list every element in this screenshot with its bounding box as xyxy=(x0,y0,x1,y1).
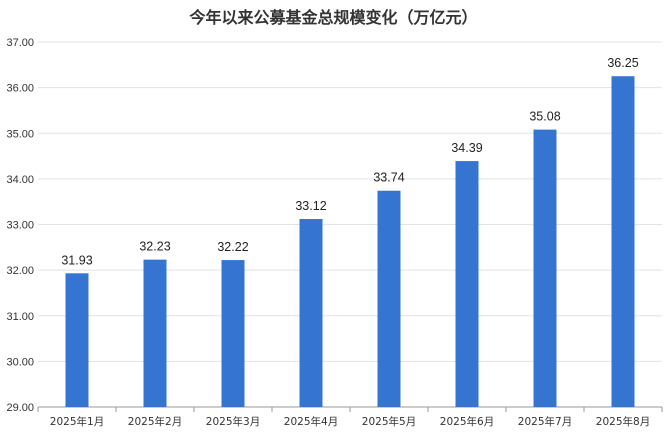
x-tick-label: 2025年2月 xyxy=(128,415,182,428)
data-label: 36.25 xyxy=(607,56,638,70)
data-label: 33.12 xyxy=(295,199,326,213)
data-label: 35.08 xyxy=(529,110,560,124)
x-tick-label: 2025年6月 xyxy=(440,415,494,428)
data-label: 33.74 xyxy=(373,171,404,185)
x-tick-label: 2025年5月 xyxy=(362,415,416,428)
x-tick-label: 2025年7月 xyxy=(518,415,572,428)
data-label: 34.39 xyxy=(451,141,482,155)
y-tick-label: 35.00 xyxy=(6,128,34,140)
bar xyxy=(65,273,89,407)
x-tick-label: 2025年3月 xyxy=(206,415,260,428)
y-tick-label: 29.00 xyxy=(6,402,34,414)
x-tick-label: 2025年8月 xyxy=(596,415,650,428)
y-tick-label: 30.00 xyxy=(6,356,34,368)
y-tick-label: 33.00 xyxy=(6,220,34,232)
bar xyxy=(299,219,323,407)
x-tick-label: 2025年4月 xyxy=(284,415,338,428)
bar xyxy=(221,260,245,407)
data-label: 32.23 xyxy=(139,240,170,254)
y-tick-label: 37.00 xyxy=(6,37,34,49)
x-tick-label: 2025年1月 xyxy=(50,415,104,428)
bar xyxy=(455,161,479,407)
bar xyxy=(611,76,635,407)
data-label: 31.93 xyxy=(61,253,92,267)
chart-title: 今年以来公募基金总规模变化（万亿元） xyxy=(189,8,478,27)
y-tick-label: 31.00 xyxy=(6,311,34,323)
bar xyxy=(143,259,167,407)
bar xyxy=(533,129,557,407)
data-label: 32.22 xyxy=(217,240,248,254)
y-tick-label: 34.00 xyxy=(6,174,34,186)
y-tick-label: 32.00 xyxy=(6,265,34,277)
bar xyxy=(377,190,401,407)
y-tick-label: 36.00 xyxy=(6,83,34,95)
